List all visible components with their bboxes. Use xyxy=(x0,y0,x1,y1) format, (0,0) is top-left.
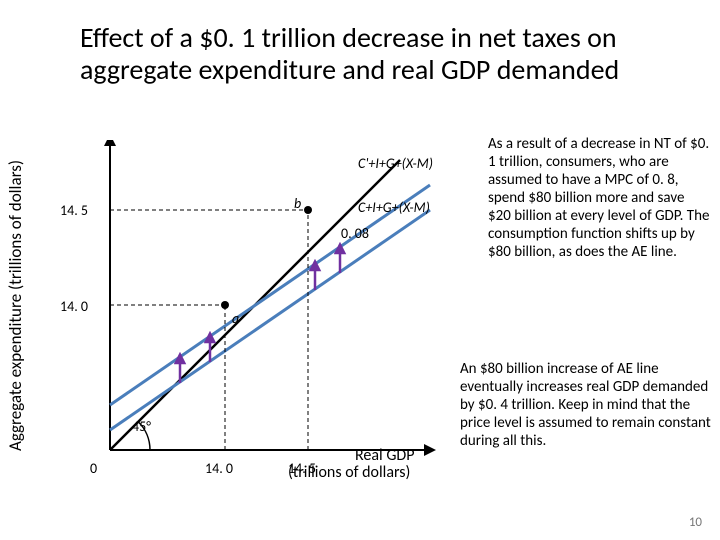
point-a-label: a xyxy=(232,310,239,327)
ae-chart: 14. 5 14. 0 0 14. 0 14. 5 Real GDP (tril… xyxy=(30,140,450,500)
y-axis-label: Aggregate expenditure (trillions of doll… xyxy=(5,140,26,470)
point-b-label: b xyxy=(294,195,301,212)
x-axis-label-2: (trillions of dollars) xyxy=(288,463,410,482)
paragraph-1: As a result of a decrease in NT of $0. 1… xyxy=(488,135,710,261)
x-tick-140: 14. 0 xyxy=(205,460,233,477)
page-title: Effect of a $0. 1 trillion decrease in n… xyxy=(80,22,640,86)
ae-prime-label: C'+I+G+(X-M) xyxy=(358,155,433,172)
angle-label: 45° xyxy=(132,418,151,435)
y-tick-140: 14. 0 xyxy=(58,298,88,315)
delta-label: 0. 08 xyxy=(341,225,369,242)
paragraph-2: An $80 billion increase of AE line event… xyxy=(460,360,712,450)
x-tick-0: 0 xyxy=(90,460,97,477)
y-tick-145: 14. 5 xyxy=(58,202,88,219)
slide-number: 10 xyxy=(689,515,702,530)
ae-label: C+I+G+(X-M) xyxy=(358,199,430,216)
